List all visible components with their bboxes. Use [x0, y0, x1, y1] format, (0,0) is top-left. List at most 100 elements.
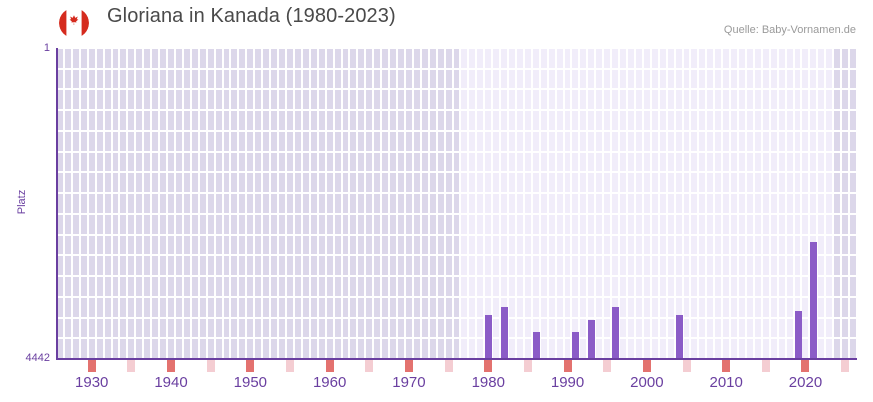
x-axis-tick-label: 1950 [233, 374, 268, 391]
gridline-vertical [768, 48, 771, 359]
x-tick-marker [603, 360, 612, 372]
gridline-vertical [372, 48, 375, 359]
gridline-horizontal [56, 48, 857, 49]
gridline-vertical [856, 48, 857, 359]
gridline-vertical [467, 48, 470, 359]
gridline-horizontal [56, 234, 857, 236]
bar[interactable] [794, 311, 802, 359]
gridline-vertical [649, 48, 652, 359]
x-tick-marker [682, 360, 691, 372]
canada-flag-icon [59, 8, 89, 38]
x-tick-marker [206, 360, 215, 372]
gridline-vertical [197, 48, 200, 359]
x-tick-marker [87, 360, 96, 372]
gridline-vertical [380, 48, 383, 359]
x-axis-tick-label: 1980 [471, 374, 505, 391]
gridline-vertical [451, 48, 454, 359]
gridline-vertical [308, 48, 311, 359]
gridline-vertical [78, 48, 81, 359]
gridline-horizontal [56, 192, 857, 194]
gridline-vertical [245, 48, 248, 359]
gridline-vertical [86, 48, 89, 359]
gridline-vertical [848, 48, 851, 359]
bar[interactable] [675, 315, 683, 359]
gridline-vertical [300, 48, 303, 359]
gridline-vertical [737, 48, 740, 359]
gridline-vertical [356, 48, 359, 359]
gridline-vertical [411, 48, 414, 359]
gridline-vertical [729, 48, 732, 359]
gridline-horizontal [56, 213, 857, 215]
gridline-vertical [784, 48, 787, 359]
gridline-vertical [126, 48, 129, 359]
gridline-horizontal [56, 296, 857, 298]
x-tick-marker [484, 360, 493, 372]
x-axis-tick-label: 2020 [788, 374, 823, 391]
gridline-vertical [229, 48, 232, 359]
gridline-vertical [348, 48, 351, 359]
gridline-vertical [134, 48, 137, 359]
bar[interactable] [572, 332, 580, 359]
gridline-vertical [499, 48, 502, 359]
y-axis-tick-top: 1 [43, 42, 50, 54]
gridline-vertical [721, 48, 724, 359]
x-tick-marker [722, 360, 731, 372]
gridline-vertical [657, 48, 660, 359]
gridline-horizontal [56, 130, 857, 132]
gridline-vertical [824, 48, 827, 359]
x-tick-marker [167, 360, 176, 372]
gridline-vertical [443, 48, 446, 359]
gridline-vertical [808, 48, 811, 359]
gridline-vertical [586, 48, 589, 359]
x-tick-marker [761, 360, 770, 372]
gridline-vertical [166, 48, 169, 359]
x-tick-marker [523, 360, 532, 372]
gridline-vertical [681, 48, 684, 359]
bar[interactable] [532, 332, 540, 359]
gridline-vertical [94, 48, 97, 359]
bar[interactable] [612, 307, 620, 359]
x-axis-tick-label: 1970 [392, 374, 426, 391]
gridline-vertical [110, 48, 113, 359]
x-axis-tick-label: 1990 [550, 374, 585, 391]
gridline-vertical [562, 48, 565, 359]
gridline-vertical [744, 48, 747, 359]
x-tick-marker [801, 360, 810, 372]
background-band [833, 48, 857, 359]
gridline-vertical [189, 48, 192, 359]
x-tick-marker [563, 360, 572, 372]
x-axis-line [56, 358, 857, 360]
gridline-vertical [514, 48, 517, 359]
bar[interactable] [810, 242, 818, 359]
gridline-vertical [181, 48, 184, 359]
x-axis-tick-label: 2010 [709, 374, 743, 391]
gridline-vertical [340, 48, 343, 359]
bar[interactable] [501, 307, 509, 359]
gridline-horizontal [56, 171, 857, 173]
gridline-vertical [602, 48, 605, 359]
x-tick-marker [285, 360, 294, 372]
bar[interactable] [485, 315, 493, 359]
gridline-vertical [205, 48, 208, 359]
bar[interactable] [588, 320, 596, 359]
gridline-horizontal [56, 337, 857, 339]
y-axis-line [56, 48, 58, 359]
gridline-vertical [705, 48, 708, 359]
gridline-vertical [538, 48, 541, 359]
chart-header: Gloriana in Kanada (1980-2023) Quelle: B… [0, 0, 873, 46]
gridline-horizontal [56, 151, 857, 153]
gridline-vertical [70, 48, 73, 359]
gridline-vertical [269, 48, 272, 359]
plot-area [56, 48, 857, 359]
gridline-horizontal [56, 254, 857, 256]
gridline-vertical [221, 48, 224, 359]
gridline-vertical [752, 48, 755, 359]
gridline-horizontal [56, 275, 857, 277]
gridline-vertical [689, 48, 692, 359]
x-axis-tick-label: 1930 [75, 374, 109, 391]
x-tick-marker [841, 360, 850, 372]
gridline-horizontal [56, 68, 857, 70]
gridline-vertical [427, 48, 430, 359]
gridline-horizontal [56, 88, 857, 90]
